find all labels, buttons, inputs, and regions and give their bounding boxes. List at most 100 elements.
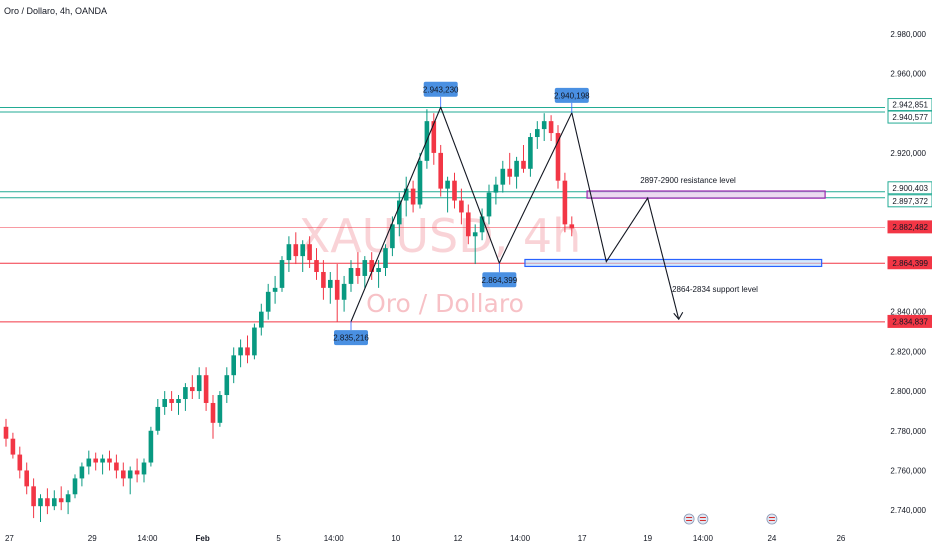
candle [403,188,409,201]
candle [562,180,568,225]
candle [355,268,361,276]
x-tick-label: 12 [453,534,462,543]
candle [528,137,533,169]
pivot-label: 2.940,198 [554,91,590,100]
candle [127,470,133,479]
y-tick-label: 2.820,000 [890,347,926,356]
candle [383,248,388,269]
x-tick-label: Feb [196,534,210,543]
candle [183,387,188,400]
candle [58,498,64,503]
x-tick-label: 27 [5,534,14,543]
candle [210,402,216,423]
x-tick-label: 24 [767,534,776,543]
watermark-name: Oro / Dollaro [366,289,524,318]
candle [31,486,36,507]
event-flag-icon [683,513,695,525]
candle [479,216,485,233]
pivot-label-box [334,330,368,346]
candle [190,387,195,392]
pivot-label: 2.835,216 [333,334,369,343]
candle [93,458,98,463]
y-tick-label: 2.760,000 [890,466,926,475]
candle [279,260,285,288]
candle [334,279,340,300]
candle [514,160,519,177]
candle [286,244,292,261]
x-tick-label: 14:00 [693,534,714,543]
candle [238,347,243,356]
candle [521,160,526,169]
candle [107,458,112,463]
price-label: 2.864,399 [892,259,928,268]
candle [121,470,126,479]
candle [486,192,492,217]
candle [307,244,312,261]
chart-header: Oro / Dollaro, 4h, OANDA [4,6,108,16]
price-label-box [887,256,932,270]
candle [555,133,561,181]
candle [52,498,57,507]
candle [410,188,416,205]
candle [321,271,326,288]
candle [3,426,9,439]
candle [79,466,85,479]
candle [100,458,105,463]
y-tick-label: 2.800,000 [890,387,926,396]
candle [341,283,347,300]
price-label-box [887,220,932,234]
x-tick-label: 14:00 [510,534,531,543]
candle [134,470,140,475]
candles-group [3,109,575,523]
pivot-label: 2.864,399 [482,276,518,285]
candle [24,470,29,487]
candle [72,478,78,495]
x-tick-label: 10 [391,534,400,543]
candle [328,279,333,288]
candle [348,268,354,284]
x-tick-label: 17 [578,534,587,543]
candle [252,327,257,356]
candle [169,399,174,403]
pivot-label: 2.943,230 [423,85,459,94]
pivot-label-box [482,272,517,288]
candle [493,184,499,193]
y-tick-label: 2.920,000 [890,149,926,158]
price-label: 2.900,403 [892,184,928,193]
price-label-box [887,110,932,124]
candle [452,180,457,201]
candle [231,355,236,376]
y-tick-label: 2.980,000 [890,30,926,39]
candle [445,180,450,189]
x-tick-label: 14:00 [137,534,158,543]
price-label-box [887,194,932,208]
double-top-pattern [350,105,573,322]
candle [203,375,209,403]
price-label-box [887,98,932,112]
candle [397,200,402,225]
support-label: 2864-2834 support level [672,285,758,294]
candle [272,287,278,292]
candle [65,494,71,503]
candle [196,375,202,392]
candle [245,347,250,356]
candle [541,121,547,130]
pivot-label-box [554,87,589,103]
candle [466,212,471,237]
candle [293,244,299,257]
price-label: 2.940,577 [892,113,928,122]
candle [431,121,437,153]
x-tick-label: 29 [88,534,97,543]
price-label: 2.882,482 [892,223,928,232]
y-tick-label: 2.740,000 [890,506,926,515]
candle [362,260,368,276]
candle [155,406,161,431]
candle [86,458,92,467]
candle [569,224,575,229]
event-flag-icon [766,513,778,525]
resistance-label: 2897-2900 resistance level [640,176,736,185]
candle [376,268,381,272]
candle [459,200,464,213]
